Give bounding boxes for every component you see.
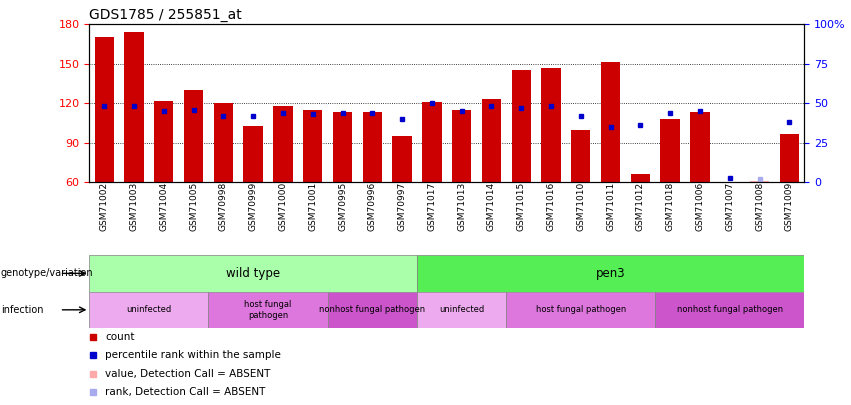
Text: GSM70998: GSM70998 (219, 182, 228, 232)
Bar (541, 68, 561, 182)
Bar (511, 70, 531, 182)
Bar (184, 90, 203, 182)
Bar (214, 103, 233, 182)
Bar (154, 100, 174, 182)
Bar (243, 126, 263, 182)
Text: GSM71002: GSM71002 (100, 182, 109, 231)
Bar (124, 32, 144, 182)
Bar (571, 130, 591, 182)
Bar (333, 113, 352, 182)
Text: GSM71006: GSM71006 (695, 182, 705, 232)
Text: uninfected: uninfected (439, 305, 484, 314)
Text: host fungal pathogen: host fungal pathogen (535, 305, 626, 314)
Bar (89, 292, 208, 328)
Text: GSM71018: GSM71018 (665, 182, 675, 232)
Text: GSM71016: GSM71016 (546, 182, 556, 232)
Text: infection: infection (1, 305, 43, 315)
Bar (690, 113, 710, 182)
Bar (601, 62, 620, 182)
Text: uninfected: uninfected (126, 305, 172, 314)
Bar (94, 37, 114, 182)
Bar (506, 292, 655, 328)
Text: GSM71007: GSM71007 (725, 182, 734, 232)
Bar (482, 99, 501, 182)
Text: GSM70996: GSM70996 (368, 182, 377, 232)
Text: GSM70999: GSM70999 (248, 182, 258, 232)
Bar (303, 110, 323, 182)
Text: GSM70995: GSM70995 (338, 182, 347, 232)
Bar (392, 136, 412, 182)
Text: pen3: pen3 (596, 267, 625, 280)
Bar (328, 292, 417, 328)
Bar (417, 255, 804, 292)
Text: GSM71013: GSM71013 (457, 182, 466, 232)
Text: percentile rank within the sample: percentile rank within the sample (105, 350, 281, 360)
Bar (750, 181, 769, 182)
Text: GDS1785 / 255851_at: GDS1785 / 255851_at (89, 8, 242, 22)
Text: value, Detection Call = ABSENT: value, Detection Call = ABSENT (105, 369, 271, 379)
Text: count: count (105, 332, 134, 342)
Text: wild type: wild type (226, 267, 280, 280)
Text: GSM71003: GSM71003 (129, 182, 139, 232)
Text: GSM71001: GSM71001 (308, 182, 317, 232)
Bar (631, 174, 650, 182)
Text: GSM70997: GSM70997 (397, 182, 407, 232)
Text: nonhost fungal pathogen: nonhost fungal pathogen (677, 305, 783, 314)
Text: genotype/variation: genotype/variation (1, 269, 94, 278)
Bar (655, 292, 804, 328)
Text: GSM71004: GSM71004 (159, 182, 168, 231)
Text: GSM71000: GSM71000 (278, 182, 288, 232)
Text: GSM71008: GSM71008 (755, 182, 764, 232)
Bar (363, 113, 382, 182)
Bar (273, 106, 293, 182)
Text: GSM71010: GSM71010 (576, 182, 585, 232)
Text: GSM71009: GSM71009 (785, 182, 794, 232)
Text: GSM71017: GSM71017 (427, 182, 437, 232)
Text: nonhost fungal pathogen: nonhost fungal pathogen (319, 305, 426, 314)
Bar (780, 134, 799, 182)
Bar (660, 119, 680, 182)
Text: GSM71005: GSM71005 (189, 182, 198, 232)
Text: host fungal
pathogen: host fungal pathogen (244, 300, 292, 320)
Text: GSM71011: GSM71011 (606, 182, 615, 232)
Bar (452, 110, 471, 182)
Bar (208, 292, 328, 328)
Bar (89, 255, 417, 292)
Text: GSM71014: GSM71014 (487, 182, 496, 231)
Text: rank, Detection Call = ABSENT: rank, Detection Call = ABSENT (105, 387, 266, 397)
Text: GSM71012: GSM71012 (636, 182, 645, 231)
Bar (422, 102, 442, 182)
Bar (417, 292, 506, 328)
Text: GSM71015: GSM71015 (517, 182, 526, 232)
